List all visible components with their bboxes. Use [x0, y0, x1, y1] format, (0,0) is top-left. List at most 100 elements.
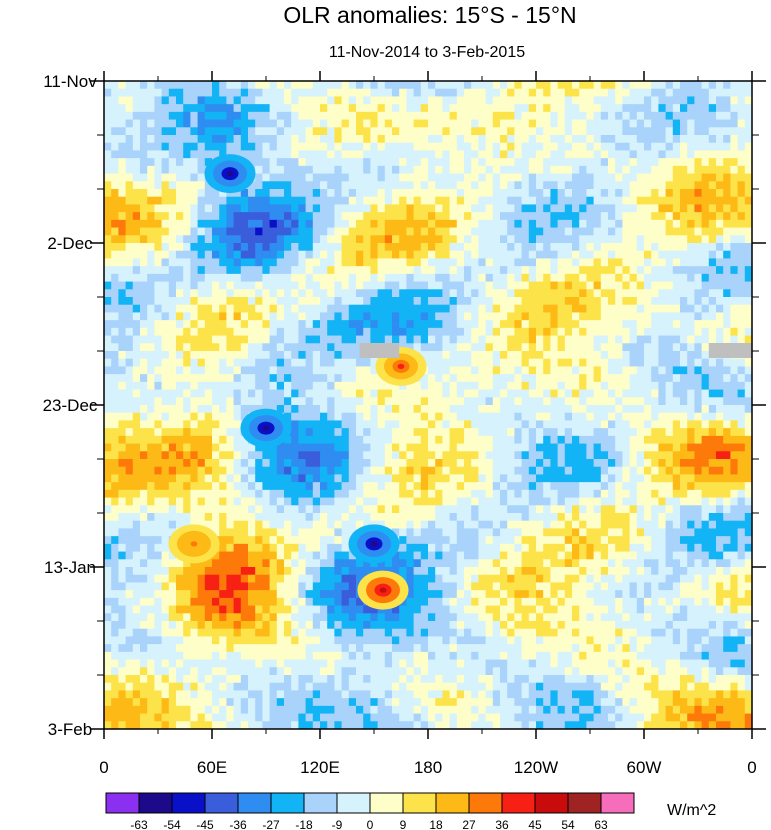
field-cell [651, 474, 659, 483]
field-cell [197, 389, 206, 398]
field-cell [183, 273, 191, 283]
field-cell [615, 142, 623, 152]
field-cell [665, 343, 674, 352]
field-cell [348, 266, 357, 275]
field-cell [219, 189, 227, 198]
field-cell [723, 482, 731, 491]
field-cell [370, 489, 379, 499]
field-cell [629, 497, 638, 506]
field-cell [327, 219, 335, 229]
field-cell [132, 181, 141, 190]
field-cell [197, 189, 206, 198]
field-cell [428, 173, 436, 182]
field-cell [291, 88, 299, 98]
field-cell [334, 482, 343, 491]
field-cell [521, 351, 530, 360]
field-cell [104, 96, 112, 105]
field-cell [651, 374, 659, 383]
field-cell [680, 489, 688, 499]
field-cell [406, 482, 415, 491]
field-cell [197, 435, 206, 445]
field-cell [363, 389, 371, 398]
field-cell [608, 212, 616, 221]
field-cell [399, 297, 407, 306]
field-cell [608, 281, 616, 290]
field-cell [363, 327, 371, 337]
field-cell [420, 412, 429, 422]
field-cell [687, 327, 695, 337]
field-cell [255, 320, 263, 329]
field-cell [125, 150, 134, 159]
field-cell [636, 150, 645, 159]
field-cell [701, 273, 710, 283]
field-cell [528, 135, 537, 144]
field-cell [298, 173, 307, 182]
field-cell [471, 104, 479, 113]
field-cell [694, 88, 703, 98]
field-cell [507, 88, 515, 98]
field-cell [521, 266, 530, 275]
field-cell [377, 196, 386, 206]
field-cell [536, 459, 544, 468]
field-cell [636, 482, 645, 491]
field-cell [680, 104, 688, 113]
field-cell [161, 111, 170, 121]
field-cell [183, 127, 191, 136]
field-cell [723, 412, 731, 422]
field-cell [716, 374, 724, 383]
field-cell [305, 420, 314, 429]
field-cell [593, 474, 602, 483]
field-cell [464, 250, 472, 260]
field-cell [435, 104, 443, 113]
field-cell [435, 343, 443, 352]
field-cell [478, 181, 487, 190]
field-cell [413, 281, 422, 290]
field-cell [226, 497, 235, 506]
field-cell [356, 266, 364, 275]
field-cell [730, 443, 739, 452]
field-cell [557, 351, 566, 360]
field-cell [464, 327, 472, 337]
field-cell [608, 320, 616, 329]
field-cell [471, 81, 479, 90]
field-cell [132, 389, 141, 398]
field-cell [320, 150, 328, 159]
field-cell [557, 235, 566, 244]
field-cell [435, 189, 443, 198]
field-cell [363, 142, 371, 152]
field-cell [140, 96, 148, 105]
field-cell [557, 474, 566, 483]
field-cell [161, 466, 170, 476]
field-cell [694, 397, 703, 406]
field-cell [572, 150, 580, 159]
field-cell [320, 343, 328, 352]
field-cell [420, 119, 429, 128]
field-cell [680, 343, 688, 352]
field-cell [428, 466, 436, 476]
field-cell [723, 181, 731, 190]
field-cell [356, 420, 364, 429]
field-cell [600, 243, 609, 252]
field-cell [442, 219, 451, 229]
field-cell [291, 327, 299, 337]
field-cell [255, 381, 263, 391]
field-cell [168, 235, 177, 244]
field-cell [572, 343, 580, 352]
field-cell [593, 250, 602, 260]
field-cell [543, 266, 551, 275]
field-cell [240, 374, 249, 383]
field-cell [399, 227, 407, 236]
field-cell [456, 420, 465, 429]
field-cell [291, 181, 299, 190]
field-cell [248, 181, 256, 190]
field-cell [708, 389, 717, 398]
field-cell [118, 243, 127, 252]
field-cell [471, 235, 479, 244]
field-cell [154, 181, 163, 190]
field-cell [536, 165, 544, 175]
field-cell [240, 474, 249, 483]
field-cell [356, 289, 364, 298]
field-cell [341, 351, 350, 360]
field-cell [737, 250, 746, 260]
field-cell [233, 96, 242, 105]
